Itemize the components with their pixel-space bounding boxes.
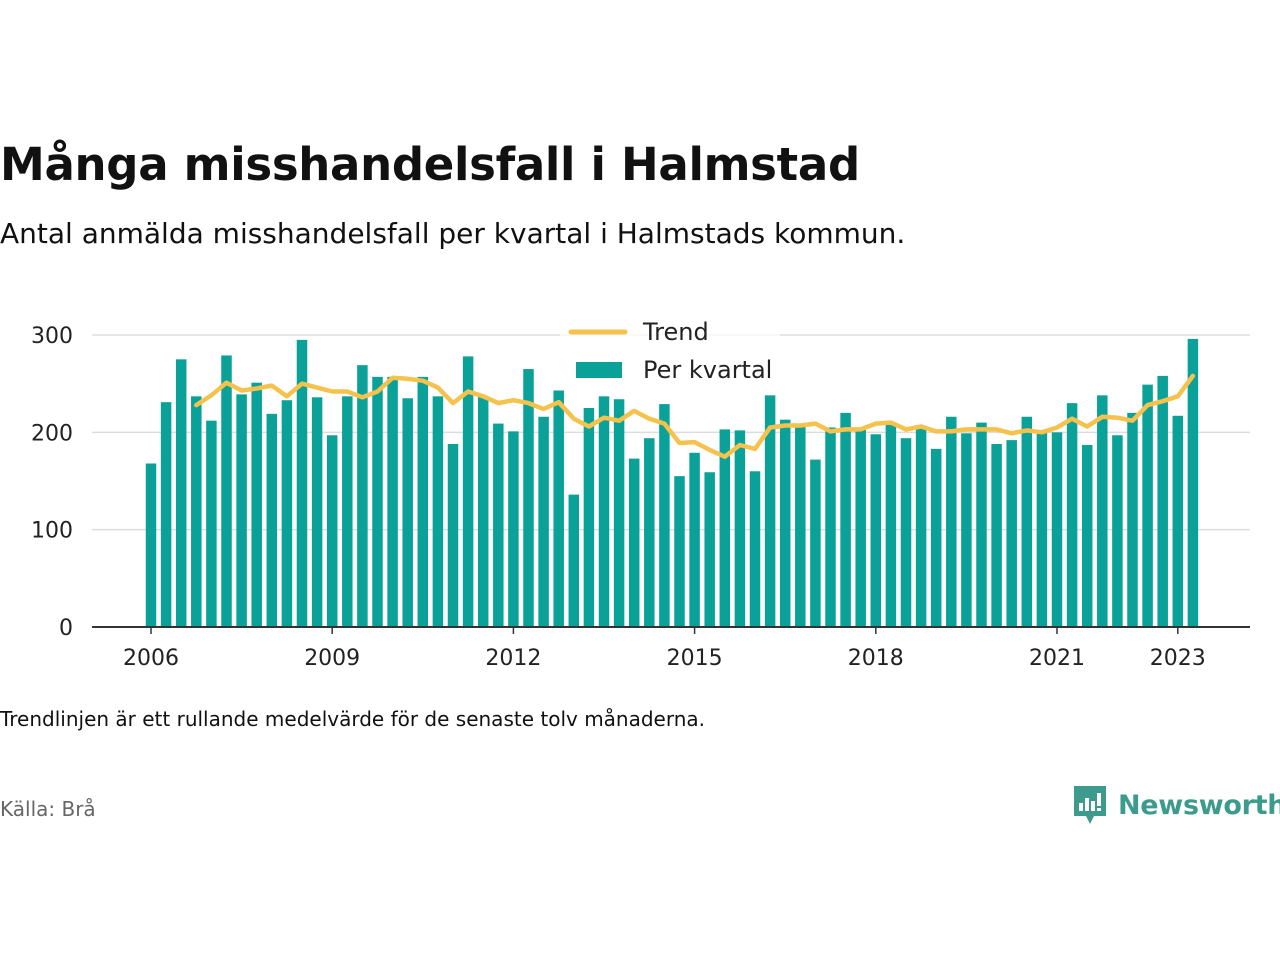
legend-bar-swatch <box>576 362 622 378</box>
bar <box>160 402 172 627</box>
bar <box>1157 375 1168 627</box>
bar <box>1051 432 1063 627</box>
bar <box>493 423 504 627</box>
newsworthy-logo-icon <box>1074 786 1106 824</box>
x-tick-label: 2023 <box>1150 646 1206 671</box>
bar <box>1142 384 1153 627</box>
bar <box>326 435 338 627</box>
bar <box>1036 432 1048 627</box>
bar <box>976 422 987 627</box>
bar <box>628 458 640 627</box>
bar <box>281 400 293 627</box>
bar <box>779 419 791 627</box>
trend-line <box>194 373 1196 459</box>
bar <box>749 471 761 627</box>
bar <box>251 382 262 627</box>
bar <box>598 396 610 627</box>
bar <box>1066 403 1078 627</box>
x-tick-label: 2018 <box>848 646 904 671</box>
bar <box>583 408 595 627</box>
bar <box>447 444 459 627</box>
bar <box>915 425 927 627</box>
bar <box>1006 440 1017 627</box>
bar <box>704 472 715 627</box>
bar <box>930 448 942 627</box>
bar <box>462 356 474 627</box>
bar <box>885 423 897 627</box>
bar <box>719 429 731 627</box>
bar <box>477 396 489 627</box>
bar <box>825 427 836 627</box>
legend: Trend Per kvartal <box>560 316 780 386</box>
bar <box>311 397 323 627</box>
bar <box>508 431 519 627</box>
bar <box>175 359 187 627</box>
bar <box>900 438 912 627</box>
bar <box>538 416 549 627</box>
bar <box>1127 412 1138 627</box>
bar <box>870 434 882 627</box>
bar <box>432 396 444 627</box>
bar <box>387 376 398 627</box>
bar <box>840 412 851 627</box>
bar <box>1081 444 1093 627</box>
bar-series <box>145 338 1199 627</box>
bar <box>1097 395 1108 627</box>
x-tick-label: 2012 <box>485 646 541 671</box>
bar <box>402 398 413 627</box>
bar <box>946 416 957 627</box>
source-label: Källa: Brå <box>0 797 96 821</box>
bar <box>568 494 580 627</box>
chart-title: Många misshandelsfall i Halmstad <box>0 138 860 191</box>
bar <box>1172 415 1184 627</box>
bar <box>145 463 157 627</box>
legend-bar-label: Per kvartal <box>643 356 772 384</box>
bar <box>372 376 383 627</box>
legend-trend-label: Trend <box>642 318 709 346</box>
brand-logo[interactable]: Newsworthy <box>1072 784 1280 826</box>
bar <box>206 420 217 627</box>
bar <box>221 355 232 627</box>
brand-name: Newsworthy <box>1118 789 1280 821</box>
bar <box>764 395 776 627</box>
bar <box>523 369 534 627</box>
chart-note: Trendlinjen är ett rullande medelvärde f… <box>0 707 706 731</box>
bar <box>296 339 308 627</box>
bar <box>961 433 972 627</box>
bar <box>236 394 247 627</box>
bar <box>674 476 685 627</box>
bar <box>810 459 821 627</box>
bar <box>644 438 655 627</box>
bar <box>991 444 1002 627</box>
x-tick-label: 2009 <box>304 646 360 671</box>
trend-series <box>194 373 1196 459</box>
bar <box>659 404 670 627</box>
y-tick-label: 100 <box>31 519 73 544</box>
bar <box>357 365 368 627</box>
y-tick-label: 300 <box>31 324 73 349</box>
bar <box>1112 435 1123 627</box>
bar <box>266 413 278 627</box>
bar <box>1021 416 1033 627</box>
y-tick-label: 200 <box>31 421 73 446</box>
bar <box>795 426 806 627</box>
axes: 2006 2009 2012 2015 2018 2021 2023 <box>92 626 1250 671</box>
bar <box>734 430 746 627</box>
bar <box>1187 338 1199 627</box>
chart-subtitle: Antal anmälda misshandelsfall per kvarta… <box>0 217 906 250</box>
bar <box>417 376 429 627</box>
bar <box>689 452 700 627</box>
y-tick-label: 0 <box>59 616 73 641</box>
x-tick-label: 2015 <box>667 646 723 671</box>
x-tick-label: 2006 <box>123 646 179 671</box>
x-tick-label: 2021 <box>1029 646 1085 671</box>
bar <box>613 399 625 627</box>
bar <box>191 396 202 627</box>
bar <box>855 429 866 627</box>
bar <box>342 396 353 627</box>
bar <box>553 390 564 627</box>
